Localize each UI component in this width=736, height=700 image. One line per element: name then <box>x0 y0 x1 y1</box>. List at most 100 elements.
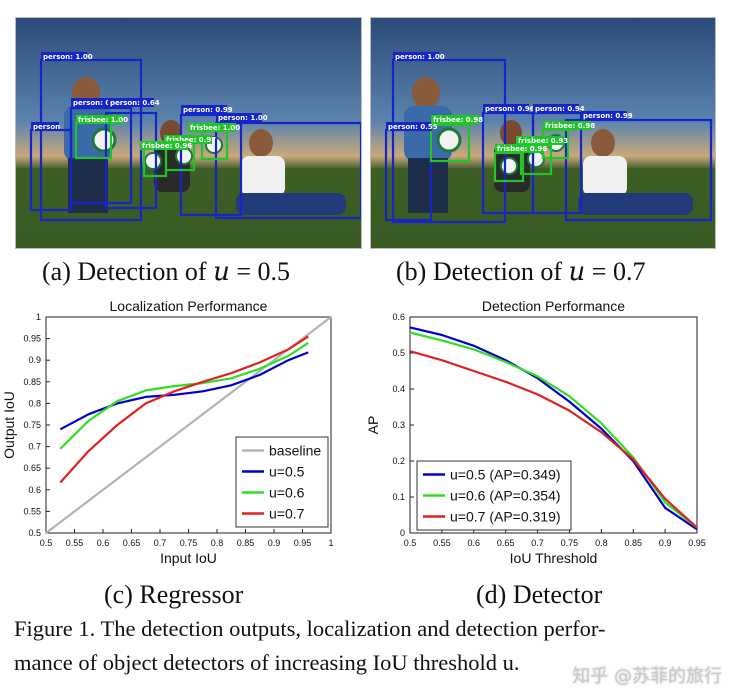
box-label: person: 1.00 <box>218 114 268 122</box>
detection-photo-b: person: 1.00 person: 0.55 person: 0.96 p… <box>371 18 715 248</box>
x-tick-label: 0.8 <box>211 538 224 548</box>
box-label: person <box>33 123 60 131</box>
y-tick-label: 0.8 <box>28 398 41 408</box>
box-label: frisbee: 1.00 <box>78 116 128 124</box>
y-tick-label: 0 <box>400 528 405 538</box>
box-label: person: 0.64 <box>110 99 160 107</box>
x-tick-label: 0.6 <box>468 538 481 548</box>
detection-chart-svg: Detection Performance 0.5 0.55 0.6 0.65 0.7 0.… <box>368 298 706 566</box>
box-label: person: 1.00 <box>395 53 445 61</box>
box-label: frisbee: 1.00 <box>190 124 240 132</box>
detection-photo-a: person: 1.00 person: 0.56 person: 0.64 p… <box>16 18 361 248</box>
subcaption-b-suffix: = 0.7 <box>585 257 646 286</box>
y-tick-label: 0.95 <box>23 334 41 344</box>
watermark: 知乎 @苏菲的旅行 <box>572 666 722 687</box>
x-axis-label: IoU Threshold <box>510 550 598 566</box>
series-line <box>59 341 309 450</box>
box-label: person: 0.56 <box>73 99 123 107</box>
legend-label: u=0.7 <box>269 506 305 522</box>
box-label: person: 0.96 <box>485 105 535 113</box>
x-tick-label: 0.75 <box>561 538 579 548</box>
x-tick-label: 0.55 <box>66 538 84 548</box>
y-tick-label: 0.65 <box>23 463 41 473</box>
box-label: frisbee: 0.96 <box>497 145 547 153</box>
y-tick-label: 0.6 <box>28 485 41 495</box>
series-line <box>45 316 332 534</box>
x-tick-label: 0.9 <box>659 538 672 548</box>
subcaption-b-prefix: (b) Detection of <box>396 257 569 286</box>
legend-label: u=0.6 (AP=0.354) <box>450 488 561 504</box>
box-label: frisbee: 0.98 <box>433 116 483 124</box>
x-tick-label: 0.95 <box>688 538 706 548</box>
x-tick-label: 0.75 <box>180 538 198 548</box>
x-tick-label: 1 <box>328 538 333 548</box>
y-tick-label: 0.7 <box>28 442 41 452</box>
series-line <box>59 351 309 431</box>
y-tick-label: 0.4 <box>392 384 405 394</box>
x-tick-label: 0.9 <box>268 538 281 548</box>
y-tick-label: 1 <box>36 312 41 322</box>
localization-chart-svg: Localization Performance 0.5 0.55 0.6 0.65 0.… <box>1 298 334 566</box>
box-label: frisbee: 0.98 <box>545 122 595 130</box>
series-line <box>409 350 698 529</box>
subcaption-a: (a) Detection of u = 0.5 <box>42 257 290 287</box>
subcaption-a-prefix: (a) Detection of <box>42 257 214 286</box>
y-tick-label: 0.55 <box>23 506 41 516</box>
x-tick-label: 0.7 <box>154 538 167 548</box>
box-label: person: 0.99 <box>583 112 633 120</box>
box-label: person: 0.99 <box>183 106 233 114</box>
legend-box <box>235 436 329 528</box>
x-tick-label: 0.5 <box>404 538 417 548</box>
detection-chart: Detection Performance 0.5 0.55 0.6 0.65 0.7 0.… <box>368 290 736 580</box>
detection-image-a: person: 1.00 person: 0.56 person: 0.64 p… <box>15 17 362 249</box>
y-axis-label: AP <box>368 416 381 435</box>
y-tick-label: 0.5 <box>28 528 41 538</box>
box-label: frisbee: 0.96 <box>142 142 192 150</box>
series-line <box>59 335 309 484</box>
legend-label: u=0.5 <box>269 464 305 480</box>
caption-line-1: Figure 1. The detection outputs, localiz… <box>14 616 606 641</box>
x-tick-label: 0.55 <box>433 538 451 548</box>
y-tick-label: 0.75 <box>23 420 41 430</box>
subcaption-b: (b) Detection of u = 0.7 <box>396 257 645 287</box>
y-axis-label: Output IoU <box>1 391 17 459</box>
x-tick-label: 0.5 <box>40 538 53 548</box>
y-tick-label: 0.5 <box>392 348 405 358</box>
legend: baseline u=0.5 u=0.6 u=0.7 <box>235 436 329 528</box>
x-tick-label: 0.85 <box>237 538 255 548</box>
figure-caption: Figure 1. The detection outputs, localiz… <box>14 612 726 680</box>
y-tick-label: 0.9 <box>28 355 41 365</box>
x-axis-label: Input IoU <box>160 550 217 566</box>
y-tick-label: 0.85 <box>23 377 41 387</box>
chart-title: Detection Performance <box>482 298 625 314</box>
subcaption-c: (c) Regressor <box>104 580 244 609</box>
y-tick-label: 0.1 <box>392 492 405 502</box>
box-label: person: 0.94 <box>535 105 585 113</box>
box-label: frisbee: 0.93 <box>518 137 568 145</box>
legend: u=0.5 (AP=0.349) u=0.6 (AP=0.354) u=0.7 (A… <box>416 460 572 531</box>
legend-label: baseline <box>269 443 321 459</box>
box-label: person: 1.00 <box>43 53 93 61</box>
x-tick-label: 0.95 <box>294 538 312 548</box>
subcaption-d: (d) Detector <box>476 580 603 609</box>
subcaption-a-suffix: = 0.5 <box>229 257 291 286</box>
legend-label: u=0.6 <box>269 485 305 501</box>
detection-image-b: person: 1.00 person: 0.55 person: 0.96 p… <box>370 17 716 249</box>
y-tick-label: 0.2 <box>392 456 405 466</box>
localization-chart: Localization Performance 0.5 0.55 0.6 0.65 0.… <box>0 290 360 580</box>
x-tick-label: 0.85 <box>624 538 642 548</box>
box-label: frisbee: 0.97 <box>166 136 216 144</box>
subcaption-b-variable: u <box>568 257 586 287</box>
legend-label: u=0.7 (AP=0.319) <box>450 509 561 525</box>
chart-title: Localization Performance <box>110 298 268 314</box>
x-tick-label: 0.65 <box>497 538 515 548</box>
y-tick-label: 0.6 <box>392 312 405 322</box>
subcaption-a-variable: u <box>213 257 230 287</box>
y-tick-label: 0.3 <box>392 420 405 430</box>
x-tick-label: 0.65 <box>123 538 141 548</box>
box-label: person: 0.55 <box>388 123 438 131</box>
x-tick-label: 0.7 <box>531 538 544 548</box>
series-line <box>409 326 698 531</box>
x-tick-label: 0.8 <box>595 538 608 548</box>
legend-label: u=0.5 (AP=0.349) <box>450 467 561 483</box>
